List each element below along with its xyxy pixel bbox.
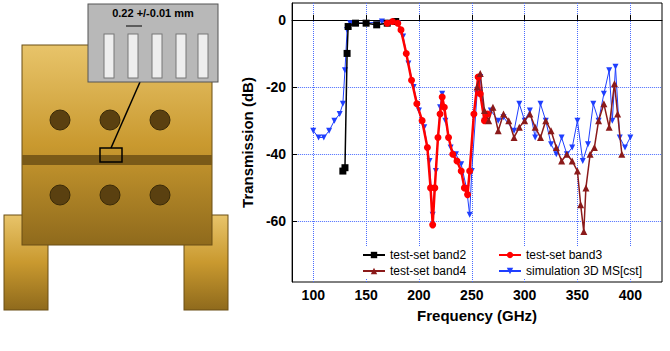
svg-text:200: 200 (407, 287, 431, 303)
svg-text:300: 300 (513, 287, 537, 303)
svg-text:Transmission (dB): Transmission (dB) (239, 77, 256, 208)
svg-text:250: 250 (460, 287, 484, 303)
svg-text:400: 400 (619, 287, 643, 303)
svg-text:0: 0 (278, 12, 286, 28)
svg-text:-20: -20 (266, 79, 286, 95)
svg-text:350: 350 (566, 287, 590, 303)
svg-text:simulation 3D MS[cst]: simulation 3D MS[cst] (526, 264, 642, 278)
svg-text:0.22 +/-0.01 mm: 0.22 +/-0.01 mm (112, 7, 194, 19)
svg-text:Frequency (GHz): Frequency (GHz) (417, 307, 537, 324)
svg-text:test-set band3: test-set band3 (526, 248, 602, 262)
svg-text:100: 100 (302, 287, 326, 303)
svg-text:150: 150 (354, 287, 378, 303)
svg-text:-60: -60 (266, 213, 286, 229)
svg-text:-40: -40 (266, 146, 286, 162)
svg-text:test-set band2: test-set band2 (390, 248, 466, 262)
svg-text:test-set band4: test-set band4 (390, 264, 466, 278)
